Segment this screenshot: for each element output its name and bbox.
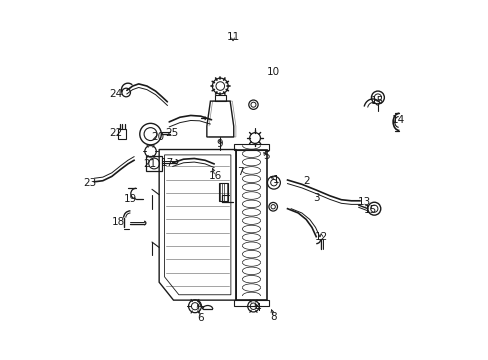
Bar: [219, 183, 228, 201]
Text: 17: 17: [160, 158, 173, 168]
Bar: [234, 300, 268, 306]
Text: 18: 18: [111, 217, 124, 227]
Text: 1: 1: [272, 175, 279, 185]
Text: 14: 14: [391, 115, 405, 125]
Text: 20: 20: [151, 132, 164, 142]
Text: 6: 6: [197, 313, 203, 323]
Text: 5: 5: [262, 150, 269, 161]
Text: 23: 23: [83, 178, 96, 188]
Bar: [236, 149, 266, 300]
Text: 12: 12: [314, 232, 327, 242]
Text: 8: 8: [270, 312, 277, 322]
Text: 4: 4: [254, 303, 260, 314]
Text: 11: 11: [226, 32, 239, 41]
Text: 13: 13: [357, 197, 370, 207]
Text: 24: 24: [109, 89, 122, 99]
Text: 3: 3: [312, 193, 319, 203]
Text: 16: 16: [208, 171, 221, 181]
Text: 2: 2: [302, 176, 309, 186]
Text: 22: 22: [109, 129, 122, 138]
Text: 9: 9: [216, 139, 223, 149]
Text: 21: 21: [143, 159, 156, 169]
Text: 25: 25: [165, 129, 178, 138]
Bar: [118, 129, 126, 139]
Text: 10: 10: [266, 67, 279, 77]
Bar: [146, 156, 162, 171]
Text: 15: 15: [364, 206, 377, 216]
Bar: [234, 144, 268, 149]
Text: 19: 19: [123, 194, 137, 204]
Text: 15: 15: [370, 96, 384, 106]
Text: 7: 7: [237, 167, 244, 177]
Bar: [214, 95, 225, 101]
